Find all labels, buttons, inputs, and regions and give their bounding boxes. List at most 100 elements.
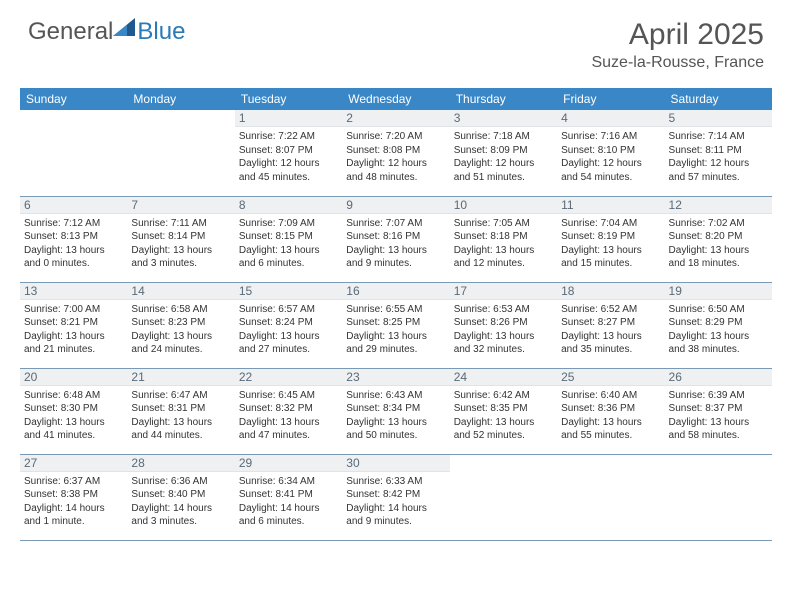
day-content: Sunrise: 6:36 AMSunset: 8:40 PMDaylight:…	[127, 472, 234, 532]
calendar-cell	[127, 110, 234, 196]
sunset-text: Sunset: 8:21 PM	[24, 316, 123, 330]
daylight-text: Daylight: 13 hours and 29 minutes.	[346, 330, 445, 357]
calendar-cell: 11Sunrise: 7:04 AMSunset: 8:19 PMDayligh…	[557, 196, 664, 282]
day-content: Sunrise: 7:14 AMSunset: 8:11 PMDaylight:…	[665, 127, 772, 187]
weekday-header: Wednesday	[342, 88, 449, 110]
calendar-cell: 15Sunrise: 6:57 AMSunset: 8:24 PMDayligh…	[235, 282, 342, 368]
sunrise-text: Sunrise: 6:34 AM	[239, 475, 338, 489]
brand-triangle-icon	[113, 18, 135, 41]
sunrise-text: Sunrise: 7:16 AM	[561, 130, 660, 144]
day-content: Sunrise: 6:37 AMSunset: 8:38 PMDaylight:…	[20, 472, 127, 532]
sunset-text: Sunset: 8:40 PM	[131, 488, 230, 502]
calendar-cell: 9Sunrise: 7:07 AMSunset: 8:16 PMDaylight…	[342, 196, 449, 282]
calendar-cell: 6Sunrise: 7:12 AMSunset: 8:13 PMDaylight…	[20, 196, 127, 282]
daylight-text: Daylight: 13 hours and 32 minutes.	[454, 330, 553, 357]
sunrise-text: Sunrise: 6:48 AM	[24, 389, 123, 403]
calendar-cell: 1Sunrise: 7:22 AMSunset: 8:07 PMDaylight…	[235, 110, 342, 196]
day-content: Sunrise: 7:20 AMSunset: 8:08 PMDaylight:…	[342, 127, 449, 187]
day-content: Sunrise: 6:33 AMSunset: 8:42 PMDaylight:…	[342, 472, 449, 532]
daylight-text: Daylight: 13 hours and 3 minutes.	[131, 244, 230, 271]
daylight-text: Daylight: 12 hours and 48 minutes.	[346, 157, 445, 184]
calendar-row: 27Sunrise: 6:37 AMSunset: 8:38 PMDayligh…	[20, 454, 772, 540]
sunrise-text: Sunrise: 6:58 AM	[131, 303, 230, 317]
sunset-text: Sunset: 8:35 PM	[454, 402, 553, 416]
day-content: Sunrise: 7:12 AMSunset: 8:13 PMDaylight:…	[20, 214, 127, 274]
brand-blue: Blue	[137, 18, 185, 46]
day-number: 7	[127, 197, 234, 214]
day-content: Sunrise: 6:34 AMSunset: 8:41 PMDaylight:…	[235, 472, 342, 532]
sunset-text: Sunset: 8:08 PM	[346, 144, 445, 158]
sunset-text: Sunset: 8:23 PM	[131, 316, 230, 330]
day-number: 16	[342, 283, 449, 300]
sunset-text: Sunset: 8:09 PM	[454, 144, 553, 158]
sunrise-text: Sunrise: 6:40 AM	[561, 389, 660, 403]
day-number: 22	[235, 369, 342, 386]
month-title: April 2025	[591, 18, 764, 52]
day-number: 14	[127, 283, 234, 300]
day-number: 1	[235, 110, 342, 127]
daylight-text: Daylight: 12 hours and 51 minutes.	[454, 157, 553, 184]
day-content: Sunrise: 7:09 AMSunset: 8:15 PMDaylight:…	[235, 214, 342, 274]
sunset-text: Sunset: 8:29 PM	[669, 316, 768, 330]
day-content: Sunrise: 7:22 AMSunset: 8:07 PMDaylight:…	[235, 127, 342, 187]
sunset-text: Sunset: 8:32 PM	[239, 402, 338, 416]
day-content: Sunrise: 6:42 AMSunset: 8:35 PMDaylight:…	[450, 386, 557, 446]
location-label: Suze-la-Rousse, France	[591, 54, 764, 72]
day-content: Sunrise: 6:55 AMSunset: 8:25 PMDaylight:…	[342, 300, 449, 360]
sunset-text: Sunset: 8:15 PM	[239, 230, 338, 244]
sunrise-text: Sunrise: 6:39 AM	[669, 389, 768, 403]
sunrise-text: Sunrise: 6:50 AM	[669, 303, 768, 317]
day-number: 23	[342, 369, 449, 386]
sunrise-text: Sunrise: 6:36 AM	[131, 475, 230, 489]
weekday-header: Tuesday	[235, 88, 342, 110]
daylight-text: Daylight: 14 hours and 3 minutes.	[131, 502, 230, 529]
weekday-header: Friday	[557, 88, 664, 110]
daylight-text: Daylight: 14 hours and 6 minutes.	[239, 502, 338, 529]
daylight-text: Daylight: 13 hours and 44 minutes.	[131, 416, 230, 443]
calendar-cell: 25Sunrise: 6:40 AMSunset: 8:36 PMDayligh…	[557, 368, 664, 454]
calendar-cell: 3Sunrise: 7:18 AMSunset: 8:09 PMDaylight…	[450, 110, 557, 196]
daylight-text: Daylight: 13 hours and 58 minutes.	[669, 416, 768, 443]
day-content: Sunrise: 7:18 AMSunset: 8:09 PMDaylight:…	[450, 127, 557, 187]
calendar-cell: 2Sunrise: 7:20 AMSunset: 8:08 PMDaylight…	[342, 110, 449, 196]
sunrise-text: Sunrise: 7:04 AM	[561, 217, 660, 231]
sunrise-text: Sunrise: 6:55 AM	[346, 303, 445, 317]
calendar-cell: 16Sunrise: 6:55 AMSunset: 8:25 PMDayligh…	[342, 282, 449, 368]
day-number: 29	[235, 455, 342, 472]
sunset-text: Sunset: 8:11 PM	[669, 144, 768, 158]
daylight-text: Daylight: 13 hours and 50 minutes.	[346, 416, 445, 443]
day-number: 28	[127, 455, 234, 472]
daylight-text: Daylight: 13 hours and 0 minutes.	[24, 244, 123, 271]
day-number: 19	[665, 283, 772, 300]
daylight-text: Daylight: 13 hours and 18 minutes.	[669, 244, 768, 271]
sunrise-text: Sunrise: 7:02 AM	[669, 217, 768, 231]
calendar-cell	[20, 110, 127, 196]
daylight-text: Daylight: 13 hours and 35 minutes.	[561, 330, 660, 357]
daylight-text: Daylight: 12 hours and 54 minutes.	[561, 157, 660, 184]
sunrise-text: Sunrise: 7:11 AM	[131, 217, 230, 231]
day-content: Sunrise: 7:04 AMSunset: 8:19 PMDaylight:…	[557, 214, 664, 274]
calendar-cell: 26Sunrise: 6:39 AMSunset: 8:37 PMDayligh…	[665, 368, 772, 454]
daylight-text: Daylight: 13 hours and 47 minutes.	[239, 416, 338, 443]
sunrise-text: Sunrise: 6:37 AM	[24, 475, 123, 489]
sunrise-text: Sunrise: 6:57 AM	[239, 303, 338, 317]
daylight-text: Daylight: 13 hours and 6 minutes.	[239, 244, 338, 271]
calendar-cell	[450, 454, 557, 540]
page-header: General Blue April 2025 Suze-la-Rousse, …	[0, 0, 792, 80]
calendar-cell: 14Sunrise: 6:58 AMSunset: 8:23 PMDayligh…	[127, 282, 234, 368]
calendar-cell: 4Sunrise: 7:16 AMSunset: 8:10 PMDaylight…	[557, 110, 664, 196]
sunset-text: Sunset: 8:07 PM	[239, 144, 338, 158]
day-content: Sunrise: 7:11 AMSunset: 8:14 PMDaylight:…	[127, 214, 234, 274]
sunset-text: Sunset: 8:30 PM	[24, 402, 123, 416]
daylight-text: Daylight: 13 hours and 55 minutes.	[561, 416, 660, 443]
calendar-cell: 20Sunrise: 6:48 AMSunset: 8:30 PMDayligh…	[20, 368, 127, 454]
calendar-cell: 24Sunrise: 6:42 AMSunset: 8:35 PMDayligh…	[450, 368, 557, 454]
calendar-cell: 23Sunrise: 6:43 AMSunset: 8:34 PMDayligh…	[342, 368, 449, 454]
brand-logo: General Blue	[28, 18, 185, 46]
calendar-row: 20Sunrise: 6:48 AMSunset: 8:30 PMDayligh…	[20, 368, 772, 454]
day-content: Sunrise: 7:00 AMSunset: 8:21 PMDaylight:…	[20, 300, 127, 360]
sunrise-text: Sunrise: 6:52 AM	[561, 303, 660, 317]
sunset-text: Sunset: 8:20 PM	[669, 230, 768, 244]
day-number: 30	[342, 455, 449, 472]
daylight-text: Daylight: 13 hours and 9 minutes.	[346, 244, 445, 271]
